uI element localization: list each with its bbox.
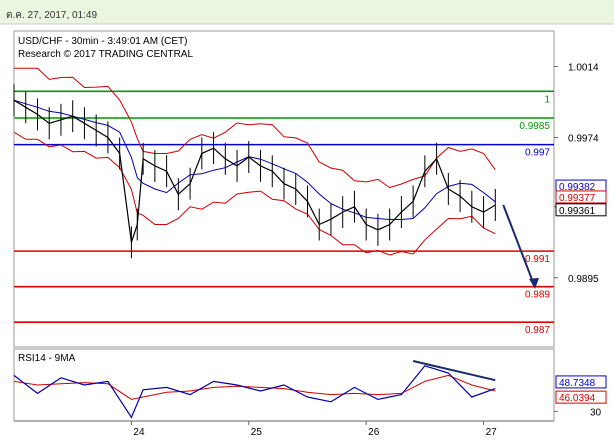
level-label: 0.991: [525, 254, 550, 265]
forecast-arrow: [502, 204, 540, 289]
time-tick-label: 27: [486, 427, 498, 438]
price-tick-label: 0.9974: [568, 134, 599, 145]
date-bar: [0, 0, 614, 24]
time-tick-label: 26: [368, 427, 380, 438]
price-tag-box: [555, 203, 607, 217]
forecast-arrow-head: [529, 277, 540, 289]
level-label: 0.987: [525, 325, 550, 336]
rsi-series: [13, 360, 496, 419]
price-tick-label: 1.0014: [568, 63, 599, 74]
rsi-line: [13, 365, 496, 419]
time-tick-label: 24: [133, 427, 145, 438]
time-tick-label: 25: [251, 427, 263, 438]
price-tag-label: 0.99377: [559, 193, 596, 204]
rsi-panel-title: RSI14 - 9MA: [18, 353, 76, 364]
forecast-arrow-shaft: [502, 204, 535, 286]
price-series: [13, 84, 496, 259]
band-upper: [14, 67, 496, 189]
rsi-axis: 30 48.7348 46.0394: [554, 375, 607, 418]
level-label: 1: [544, 94, 550, 105]
date-time-label: ต.ค. 27, 2017, 01:49: [6, 10, 97, 21]
level-label: 0.989: [525, 290, 550, 301]
price-line: [13, 99, 496, 243]
price-tag-label: 0.99361: [559, 206, 596, 217]
price-tag-label: 0.99382: [559, 182, 596, 193]
band-lower: [13, 131, 496, 256]
support-resistance-levels: 1 0.9985 0.997 0.991 0.989 0.987: [14, 90, 554, 336]
rsi-divergence-line: [412, 360, 496, 382]
price-tick-label: 0.9895: [568, 274, 599, 285]
level-label: 0.9985: [519, 121, 550, 132]
price-tag-box: [555, 190, 607, 204]
rsi-ma-line: [13, 374, 496, 400]
rsi-tag-box: [555, 390, 607, 404]
main-panel-frame: [13, 30, 555, 348]
time-axis: 24 25 26 27: [130, 421, 498, 438]
level-label: 0.997: [525, 148, 550, 159]
rsi-tag-box: [555, 375, 607, 389]
rsi-tag-label: 48.7348: [559, 378, 596, 389]
chart-title: USD/CHF - 30min - 3:49:01 AM (CET): [18, 36, 187, 47]
chart-subtitle: Research © 2017 TRADING CENTRAL: [18, 49, 193, 60]
rsi-tick-label: 30: [590, 407, 602, 418]
rsi-tag-label: 46.0394: [559, 393, 596, 404]
